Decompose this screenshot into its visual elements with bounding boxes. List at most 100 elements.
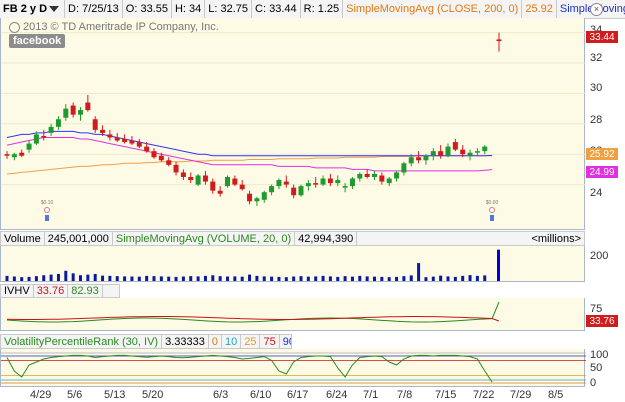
candle-body bbox=[423, 155, 429, 161]
facebook-logo-badge: facebook bbox=[9, 34, 66, 48]
candle-body bbox=[188, 177, 194, 181]
volume-bar bbox=[5, 275, 9, 281]
volume-label[interactable]: Volume bbox=[1, 232, 45, 245]
candle-body bbox=[467, 152, 473, 156]
volume-tick-200: 200 bbox=[590, 250, 609, 262]
ivhv-pane[interactable] bbox=[0, 298, 585, 331]
close-icon[interactable]: × bbox=[590, 3, 603, 16]
volume-bar bbox=[203, 275, 207, 281]
volume-bar bbox=[497, 249, 500, 281]
candle-body bbox=[78, 110, 83, 115]
vpr-chart bbox=[1, 352, 586, 384]
volume-bar bbox=[350, 276, 354, 281]
earnings-marker bbox=[45, 215, 49, 221]
volume-bar bbox=[64, 270, 68, 281]
candle-body bbox=[364, 173, 370, 177]
copyright-text: 2013 © TD Ameritrade IP Company, Inc. bbox=[9, 21, 219, 33]
candle-body bbox=[151, 151, 157, 158]
volume-bar bbox=[93, 273, 97, 281]
symbol-selector[interactable]: FB 2 y D bbox=[0, 0, 66, 18]
vpr-pane[interactable] bbox=[0, 349, 586, 387]
sma200-price-box: 25.92 bbox=[586, 148, 618, 160]
candle-body bbox=[482, 146, 488, 152]
volume-bar bbox=[101, 275, 105, 281]
volume-bar bbox=[189, 276, 193, 281]
volume-bar bbox=[468, 275, 472, 281]
volume-bar bbox=[453, 276, 457, 281]
volume-bar bbox=[402, 276, 406, 281]
ivhv-label[interactable]: IVHV bbox=[1, 285, 34, 297]
candle-body bbox=[254, 198, 260, 202]
volume-bar bbox=[417, 263, 421, 281]
volume-bar bbox=[284, 277, 288, 281]
volume-bar bbox=[439, 275, 443, 281]
candle-body bbox=[158, 155, 164, 161]
candle-body bbox=[261, 192, 267, 200]
candle-body bbox=[100, 129, 106, 133]
vpr-label[interactable]: VolatilityPercentileRank (30, IV) bbox=[1, 335, 163, 348]
high-readout: H: 34 bbox=[171, 0, 206, 18]
candle-body bbox=[291, 187, 297, 196]
volume-bar bbox=[159, 276, 163, 281]
ivhv-header: IVHV 33.76 82.93 bbox=[0, 284, 120, 298]
candle-body bbox=[349, 178, 355, 187]
sma-study-value: 25.92 bbox=[522, 0, 557, 18]
copyright-label: 2013 © TD Ameritrade IP Company, Inc. bbox=[23, 21, 219, 33]
x-tick-label: 7/22 bbox=[473, 389, 495, 401]
candle-body bbox=[166, 160, 172, 165]
volume-bar bbox=[152, 276, 156, 281]
volume-sma-label[interactable]: SimpleMovingAvg (VOLUME, 20, 0) bbox=[112, 232, 296, 245]
candle-body bbox=[122, 139, 128, 143]
volume-bar bbox=[240, 276, 244, 281]
volume-bar bbox=[137, 276, 141, 281]
candle-body bbox=[276, 180, 282, 187]
volume-bar bbox=[49, 274, 53, 281]
dividend-marker bbox=[44, 207, 50, 213]
candle-body bbox=[26, 143, 32, 150]
candle-body bbox=[195, 175, 201, 185]
volume-bar bbox=[181, 276, 185, 281]
volume-bar bbox=[233, 276, 237, 281]
candle-body bbox=[70, 105, 76, 115]
x-tick-label: 6/24 bbox=[326, 389, 348, 401]
candle-body bbox=[335, 180, 341, 184]
volume-bar bbox=[328, 276, 332, 281]
volume-bar bbox=[130, 276, 134, 281]
x-tick-label: 5/20 bbox=[142, 389, 164, 401]
candle-body bbox=[210, 181, 216, 191]
hv-line bbox=[6, 301, 500, 323]
low-readout: L: 32.75 bbox=[205, 0, 253, 18]
candle-body bbox=[202, 175, 208, 182]
x-tick-label: 7/8 bbox=[397, 389, 413, 401]
vpr-header: VolatilityPercentileRank (30, IV) 3.3333… bbox=[0, 334, 292, 349]
volume-header: Volume 245,001,000 SimpleMovingAvg (VOLU… bbox=[0, 231, 585, 246]
candle-body bbox=[386, 178, 392, 184]
price-pane[interactable]: $0.10 $0.00 2013 © TD Ameritrade IP Compa… bbox=[0, 18, 586, 230]
volume-pane[interactable] bbox=[0, 246, 585, 282]
volume-bar bbox=[79, 275, 82, 281]
volume-bar bbox=[248, 274, 252, 281]
ivhv-chart bbox=[6, 301, 500, 323]
volume-bar bbox=[475, 275, 479, 281]
sma50-price-box: 24.99 bbox=[586, 166, 618, 178]
candle-body bbox=[496, 39, 502, 42]
candle-body bbox=[445, 146, 451, 156]
candle-body bbox=[239, 184, 245, 190]
x-tick-label: 5/13 bbox=[104, 389, 126, 401]
candle-body bbox=[33, 134, 39, 144]
volume-units: <millions> bbox=[531, 232, 581, 245]
gear-icon[interactable] bbox=[9, 21, 20, 33]
volume-bar bbox=[343, 276, 347, 281]
x-tick-label: 4/29 bbox=[30, 389, 52, 401]
sma-study-label[interactable]: SimpleMovingAvg (CLOSE, 200, 0) bbox=[343, 0, 523, 18]
symbol-label: FB 2 y D bbox=[3, 3, 48, 15]
candle-body bbox=[416, 157, 422, 161]
candle-body bbox=[173, 164, 179, 173]
vpr-level-75: 75 bbox=[260, 335, 280, 348]
volume-bar bbox=[446, 276, 450, 281]
candle-body bbox=[85, 102, 91, 111]
close-readout: C: 33.44 bbox=[252, 0, 301, 18]
candle-body bbox=[430, 151, 436, 156]
chevron-down-icon[interactable] bbox=[49, 6, 60, 12]
volume-bar bbox=[123, 276, 127, 281]
